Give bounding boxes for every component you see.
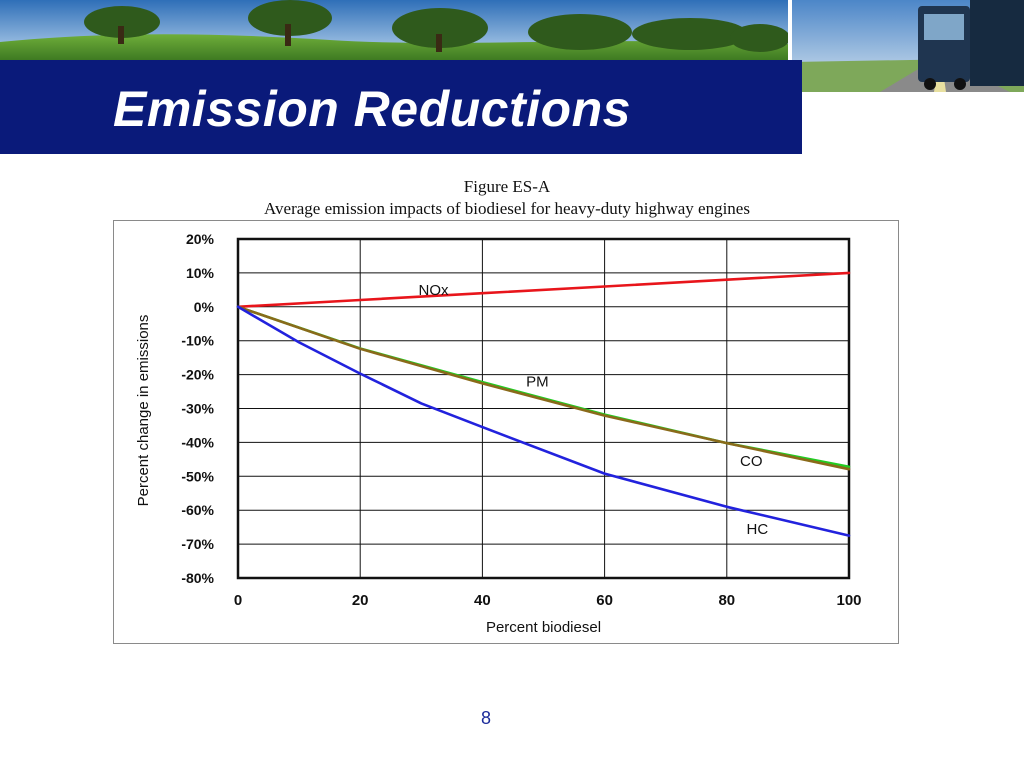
y-tick-label: 0%: [194, 299, 215, 315]
y-tick-label: -60%: [181, 502, 214, 518]
figure-label: Figure ES-A: [463, 177, 551, 196]
y-tick-label: 10%: [186, 265, 215, 281]
x-tick-label: 100: [836, 592, 861, 609]
y-axis-title: Percent change in emissions: [135, 315, 152, 507]
y-tick-label: -10%: [181, 333, 214, 349]
y-tick-label: -50%: [181, 468, 214, 484]
x-tick-label: 40: [474, 592, 491, 609]
tree-icon: [84, 0, 790, 52]
line-chart: 20% 10% 0% -10% -20% -30% -40% -50% -60% -70% -80%…: [135, 231, 862, 636]
series-label-hc: HC: [747, 521, 769, 538]
x-axis-title: Percent biodiesel: [486, 619, 601, 636]
x-tick-label: 0: [234, 592, 242, 609]
x-tick-label: 80: [718, 592, 735, 609]
y-tick-label: -20%: [181, 367, 214, 383]
y-tick-label: -80%: [181, 570, 214, 586]
plot-area-border: [236, 237, 851, 580]
y-tick-label: -40%: [181, 434, 214, 450]
x-tick-label: 20: [352, 592, 369, 609]
y-tick-label: -70%: [181, 536, 214, 552]
series-line-hc: [236, 305, 851, 537]
series-line-co: [236, 305, 851, 471]
truck-icon: [918, 0, 1024, 90]
title-bar: [0, 60, 802, 154]
series-label-co: CO: [740, 453, 763, 470]
series-label-nox: NOx: [419, 282, 450, 299]
x-tick-label: 60: [596, 592, 613, 609]
chart-frame: 20% 10% 0% -10% -20% -30% -40% -50% -60% -70% -80%…: [113, 220, 899, 644]
landscape-banner-image: [0, 0, 1024, 155]
series-line-nox: [236, 271, 851, 309]
series-label-pm: PM: [526, 373, 549, 390]
page-number: 8: [480, 708, 491, 728]
y-tick-label: 20%: [186, 231, 215, 247]
slide-title: Emission Reductions: [113, 81, 631, 137]
header-banner: [0, 0, 1024, 155]
chart-title: Average emission impacts of biodiesel fo…: [264, 199, 750, 218]
y-tick-label: -30%: [181, 401, 214, 417]
